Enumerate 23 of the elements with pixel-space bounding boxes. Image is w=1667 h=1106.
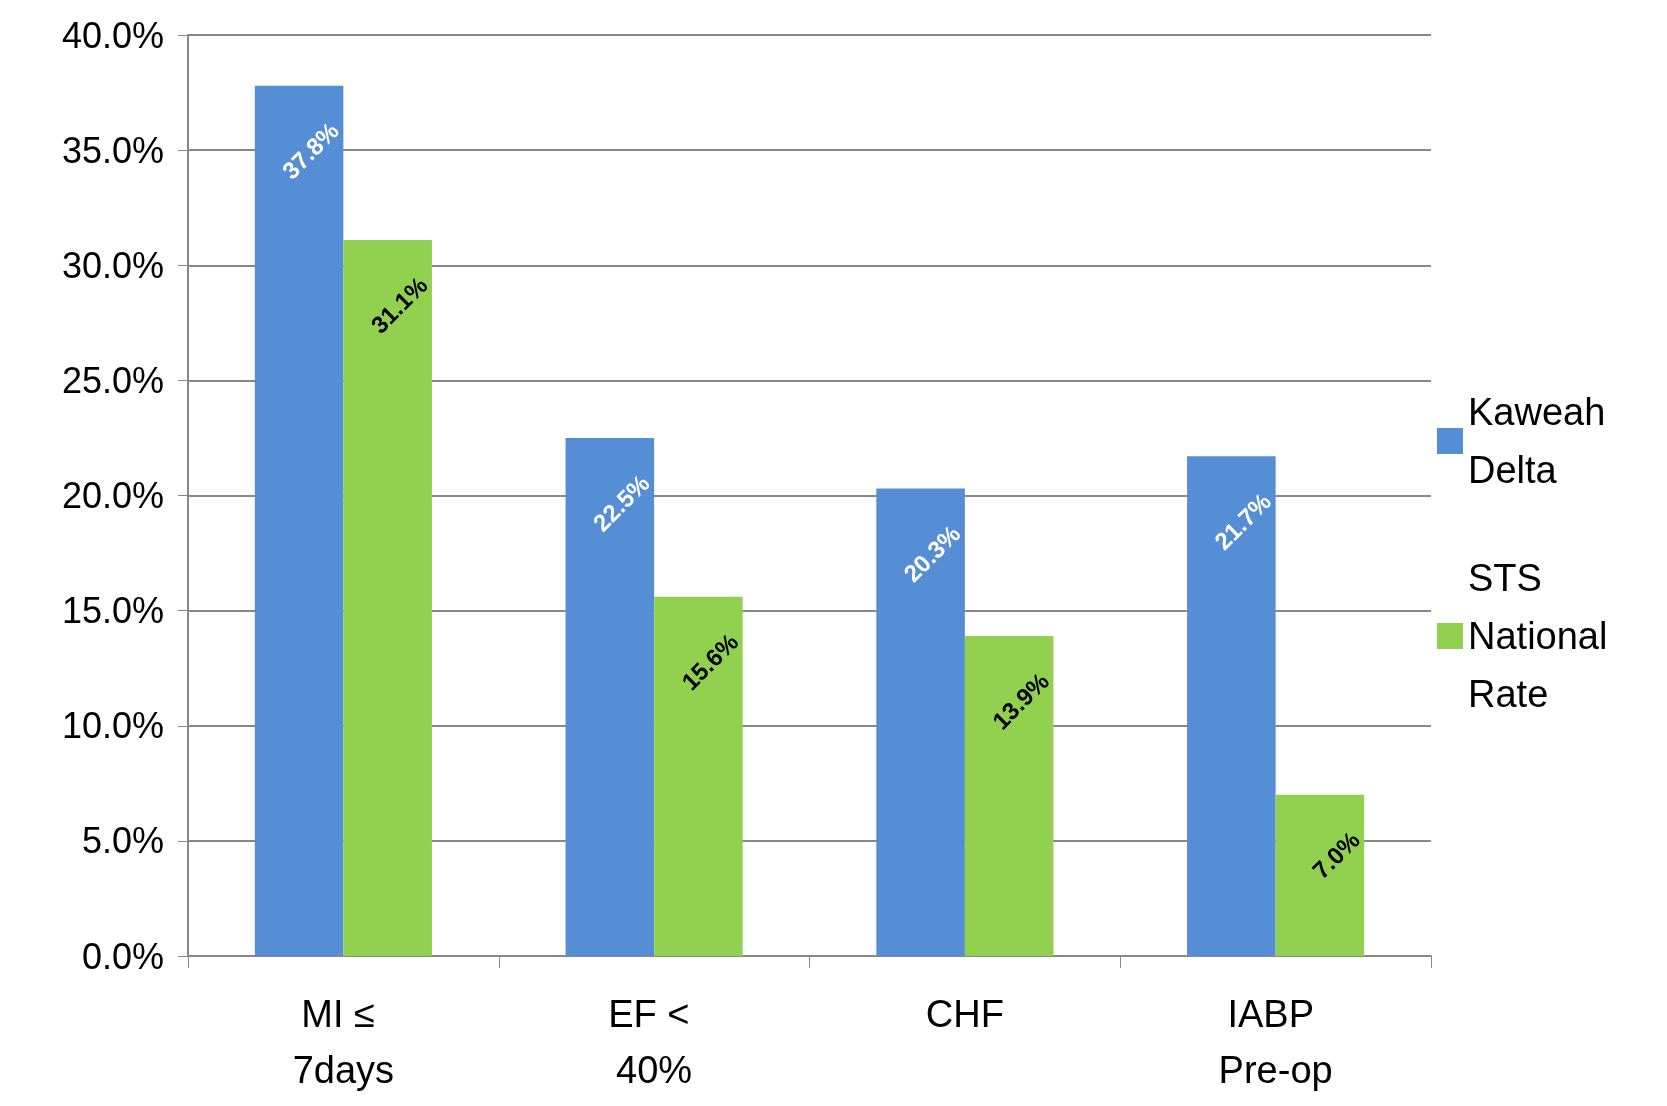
bar xyxy=(964,635,1054,956)
y-tick-label: 5.0% xyxy=(81,820,164,862)
y-tick-label: 30.0% xyxy=(61,244,164,286)
bar xyxy=(1275,794,1365,956)
y-tick-label: 20.0% xyxy=(61,475,164,516)
legend-label: STS National Rate xyxy=(1468,557,1618,715)
bar xyxy=(343,239,432,956)
bar xyxy=(654,596,743,956)
bar xyxy=(565,437,655,956)
x-tick-label: IABP Pre-op xyxy=(1218,993,1333,1091)
bar xyxy=(254,85,344,956)
y-tick-label: 35.0% xyxy=(61,129,164,171)
y-tick-label: 0.0% xyxy=(81,935,164,977)
x-tick-label: CHF xyxy=(925,993,1004,1035)
x-tick-label: EF < 40% xyxy=(608,993,701,1091)
bar xyxy=(876,488,965,956)
legend-label: Kaweah Delta xyxy=(1468,391,1616,491)
x-tick-label: MI ≤ 7days xyxy=(292,993,395,1091)
bar xyxy=(1187,456,1276,956)
y-tick-label: 25.0% xyxy=(61,359,164,401)
y-tick-label: 10.0% xyxy=(61,705,164,747)
y-tick-label: 40.0% xyxy=(61,14,164,56)
y-tick-label: 15.0% xyxy=(61,590,164,632)
